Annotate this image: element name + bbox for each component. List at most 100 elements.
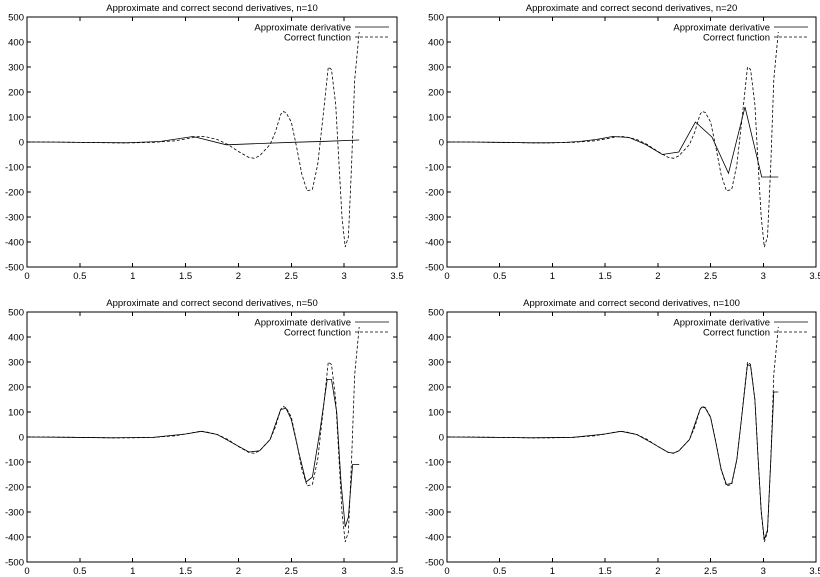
y-tick-label: -500 <box>425 558 444 569</box>
x-tick-label: 3 <box>761 271 766 282</box>
x-tick-label: 1 <box>550 271 555 282</box>
y-tick-label: 500 <box>428 13 444 24</box>
x-tick-label: 3.5 <box>809 271 820 282</box>
y-tick-label: 500 <box>8 308 24 319</box>
x-tick-label: 1 <box>130 566 135 577</box>
chart-title: Approximate and correct second derivativ… <box>106 3 318 14</box>
series-line-approximate-derivative <box>447 363 779 540</box>
x-tick-label: 0.5 <box>73 271 86 282</box>
x-tick-label: 1 <box>130 271 135 282</box>
y-tick-label: -200 <box>425 483 444 494</box>
y-tick-label: -400 <box>5 533 24 544</box>
legend-label: Correct function <box>284 33 351 44</box>
x-tick-label: 0 <box>24 271 29 282</box>
y-tick-label: 100 <box>428 113 444 124</box>
x-tick-label: 2 <box>655 271 660 282</box>
legend-label: Correct function <box>284 328 351 339</box>
y-tick-label: 100 <box>428 408 444 419</box>
y-tick-label: -300 <box>425 213 444 224</box>
x-tick-label: 0.5 <box>493 271 506 282</box>
x-tick-label: 0.5 <box>493 566 506 577</box>
y-tick-label: -300 <box>5 213 24 224</box>
y-tick-label: 200 <box>428 88 444 99</box>
x-tick-label: 2 <box>236 271 241 282</box>
y-tick-label: -300 <box>425 508 444 519</box>
chart-panel-1: Approximate and correct second derivativ… <box>5 3 404 282</box>
x-tick-label: 3 <box>761 566 766 577</box>
x-tick-label: 2 <box>655 566 660 577</box>
y-tick-label: 0 <box>439 433 444 444</box>
y-tick-label: -500 <box>5 558 24 569</box>
y-tick-label: 500 <box>428 308 444 319</box>
y-tick-label: 500 <box>8 13 24 24</box>
x-tick-label: 2.5 <box>704 271 717 282</box>
y-tick-label: 300 <box>8 358 24 369</box>
y-tick-label: 300 <box>428 63 444 74</box>
x-tick-label: 2.5 <box>704 566 717 577</box>
x-tick-label: 0 <box>444 271 449 282</box>
x-tick-label: 0 <box>24 566 29 577</box>
x-tick-label: 1.5 <box>599 566 612 577</box>
chart-title: Approximate and correct second derivativ… <box>523 298 740 309</box>
y-tick-label: 200 <box>8 88 24 99</box>
x-tick-label: 1.5 <box>179 566 192 577</box>
chart-title: Approximate and correct second derivativ… <box>106 298 318 309</box>
y-tick-label: -100 <box>425 163 444 174</box>
y-tick-label: -500 <box>425 263 444 274</box>
series-line-correct-function <box>27 31 360 248</box>
y-tick-label: 400 <box>428 38 444 49</box>
y-tick-label: 400 <box>428 333 444 344</box>
series-line-approximate-derivative <box>447 106 779 178</box>
y-tick-label: -100 <box>425 458 444 469</box>
legend-label: Correct function <box>703 33 770 44</box>
legend-label: Approximate derivative <box>673 23 770 34</box>
plot-frame <box>446 311 817 563</box>
y-tick-label: 100 <box>8 408 24 419</box>
series-line-approximate-derivative <box>27 379 360 528</box>
x-tick-label: 3 <box>341 271 346 282</box>
chart-panel-2: Approximate and correct second derivativ… <box>425 3 820 282</box>
legend-label: Approximate derivative <box>673 318 770 329</box>
x-tick-label: 2 <box>236 566 241 577</box>
y-tick-label: 300 <box>428 358 444 369</box>
y-tick-label: 100 <box>8 113 24 124</box>
y-tick-label: -400 <box>5 238 24 249</box>
series-line-correct-function <box>447 326 779 543</box>
y-tick-label: -300 <box>5 508 24 519</box>
series-line-correct-function <box>27 326 360 543</box>
x-tick-label: 0 <box>444 566 449 577</box>
chart-panel-4: Approximate and correct second derivativ… <box>425 298 820 577</box>
y-tick-label: 400 <box>8 333 24 344</box>
x-tick-label: 1.5 <box>179 271 192 282</box>
x-tick-label: 1 <box>550 566 555 577</box>
y-tick-label: -200 <box>5 188 24 199</box>
y-tick-label: -400 <box>425 238 444 249</box>
chart-title: Approximate and correct second derivativ… <box>526 3 738 14</box>
legend-label: Approximate derivative <box>254 318 351 329</box>
x-tick-label: 3 <box>341 566 346 577</box>
x-tick-label: 3.5 <box>809 566 820 577</box>
y-tick-label: 0 <box>19 138 24 149</box>
y-tick-label: 0 <box>19 433 24 444</box>
y-tick-label: 400 <box>8 38 24 49</box>
x-tick-label: 2.5 <box>285 271 298 282</box>
y-tick-label: -200 <box>425 188 444 199</box>
legend-label: Correct function <box>703 328 770 339</box>
series-line-correct-function <box>447 31 779 248</box>
x-tick-label: 3.5 <box>390 566 403 577</box>
x-tick-label: 0.5 <box>73 566 86 577</box>
x-tick-label: 3.5 <box>390 271 403 282</box>
chart-panel-3: Approximate and correct second derivativ… <box>5 298 404 577</box>
x-tick-label: 1.5 <box>599 271 612 282</box>
plot-frame <box>26 311 398 563</box>
y-tick-label: 0 <box>439 138 444 149</box>
x-tick-label: 2.5 <box>285 566 298 577</box>
legend-label: Approximate derivative <box>254 23 351 34</box>
y-tick-label: -100 <box>5 163 24 174</box>
y-tick-label: 300 <box>8 63 24 74</box>
y-tick-label: -100 <box>5 458 24 469</box>
y-tick-label: 200 <box>8 383 24 394</box>
y-tick-label: -400 <box>425 533 444 544</box>
y-tick-label: 200 <box>428 383 444 394</box>
